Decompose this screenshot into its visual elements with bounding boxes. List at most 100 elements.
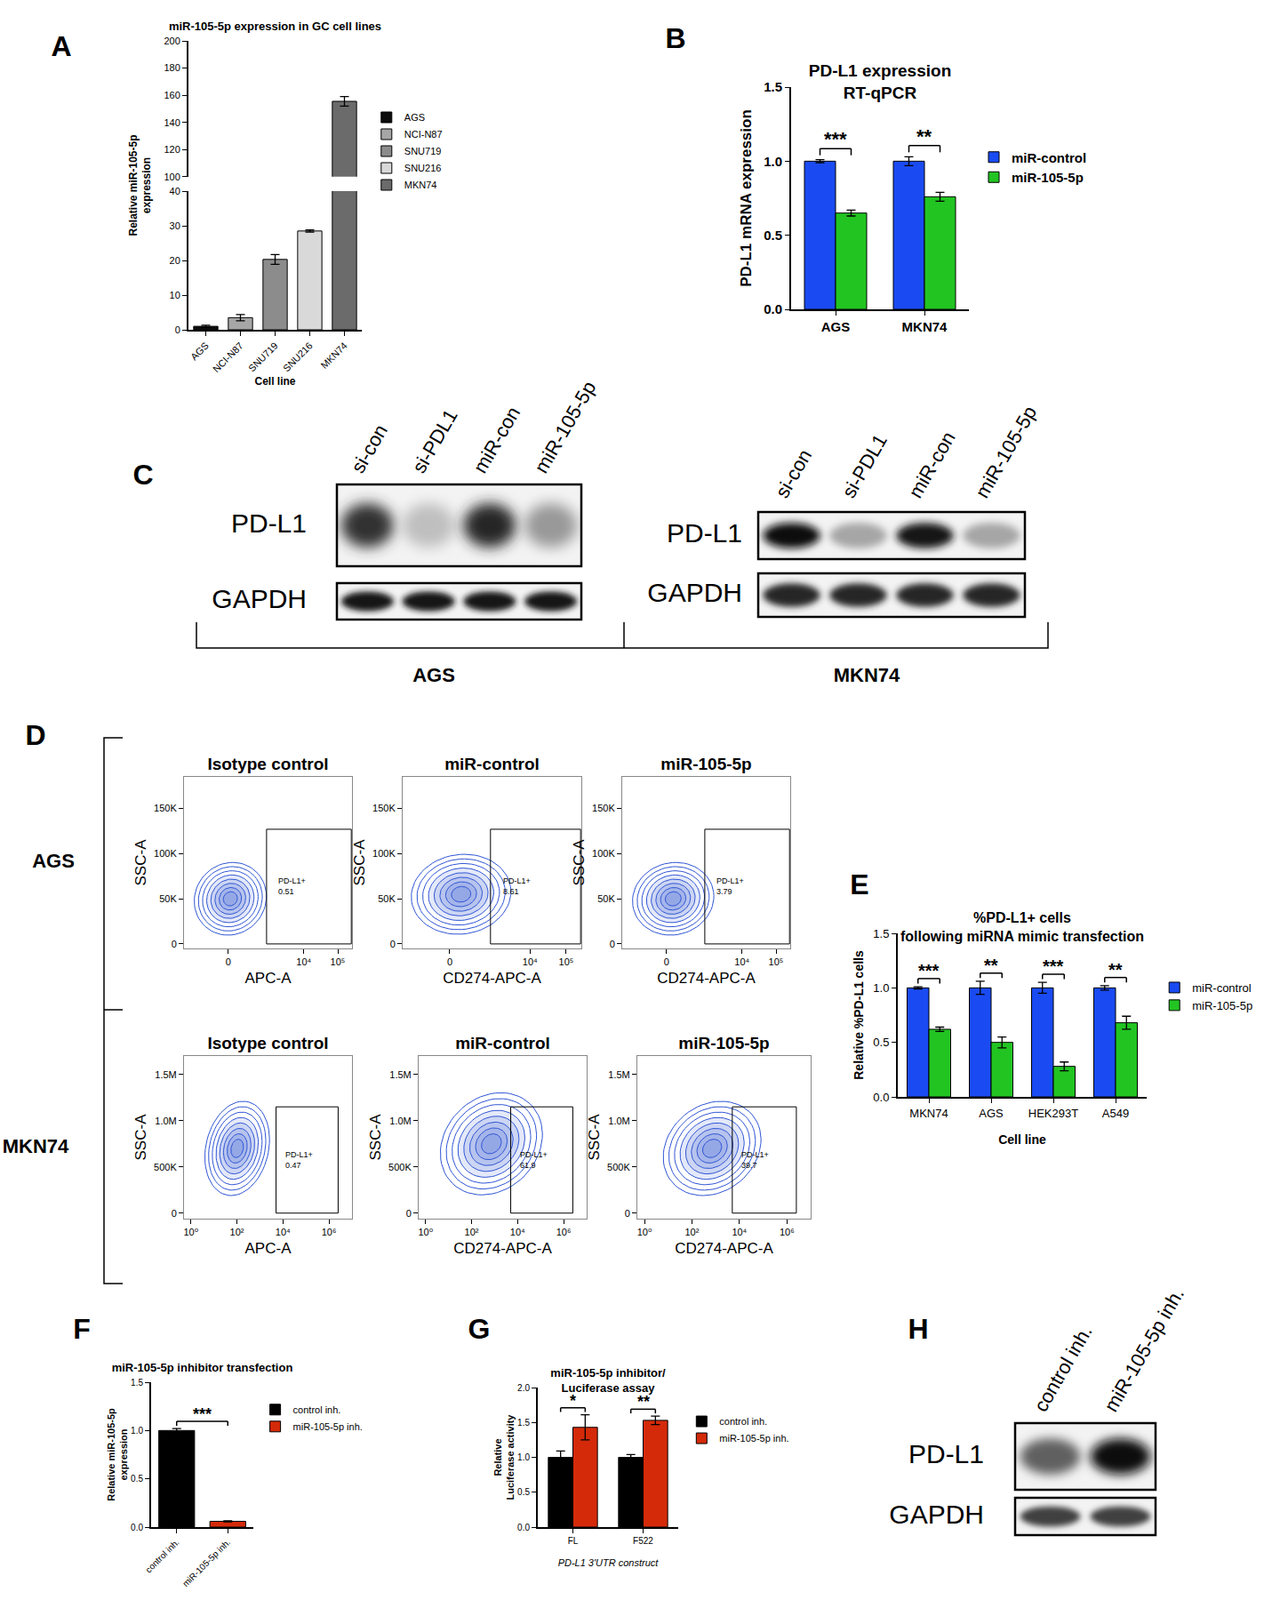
svg-text:1.0M: 1.0M bbox=[389, 1115, 411, 1127]
svg-text:50K: 50K bbox=[597, 893, 616, 904]
svg-text:MKN74: MKN74 bbox=[318, 340, 349, 371]
svg-text:10⁶: 10⁶ bbox=[779, 1226, 795, 1238]
svg-text:**: ** bbox=[1108, 960, 1123, 980]
svg-text:Cell line: Cell line bbox=[254, 375, 296, 388]
svg-text:10⁰: 10⁰ bbox=[637, 1226, 653, 1238]
svg-text:si-PDL1: si-PDL1 bbox=[837, 430, 892, 502]
svg-text:100K: 100K bbox=[153, 848, 177, 859]
svg-text:MKN74: MKN74 bbox=[2, 1135, 70, 1158]
svg-text:si-PDL1: si-PDL1 bbox=[408, 405, 463, 477]
svg-text:10⁰: 10⁰ bbox=[183, 1226, 199, 1238]
svg-text:150K: 150K bbox=[153, 802, 177, 814]
svg-text:1.5: 1.5 bbox=[872, 927, 889, 941]
svg-text:150K: 150K bbox=[592, 802, 616, 814]
svg-text:Isotype control: Isotype control bbox=[207, 754, 328, 774]
svg-text:50K: 50K bbox=[159, 893, 177, 904]
svg-text:**: ** bbox=[916, 125, 933, 148]
svg-text:0: 0 bbox=[390, 938, 396, 950]
svg-text:200: 200 bbox=[163, 35, 180, 47]
svg-text:PD-L1: PD-L1 bbox=[908, 1439, 984, 1469]
svg-text:PD-L1 expressionRT-qPCR: PD-L1 expressionRT-qPCR bbox=[808, 61, 952, 103]
svg-text:miR-105-5p inh.: miR-105-5p inh. bbox=[293, 1421, 363, 1432]
svg-text:AGS: AGS bbox=[412, 664, 456, 687]
svg-text:PD-L1+39.7: PD-L1+39.7 bbox=[741, 1150, 769, 1170]
svg-text:PD-L1+0.51: PD-L1+0.51 bbox=[278, 876, 306, 896]
svg-text:miR-105-5p inhibitor transfect: miR-105-5p inhibitor transfection bbox=[112, 1360, 294, 1375]
svg-text:0: 0 bbox=[609, 938, 616, 950]
svg-text:1.0: 1.0 bbox=[130, 1425, 144, 1436]
svg-text:Isotype control: Isotype control bbox=[207, 1033, 328, 1053]
svg-text:500K: 500K bbox=[607, 1161, 631, 1173]
svg-text:0: 0 bbox=[447, 956, 453, 968]
svg-text:H: H bbox=[907, 1312, 928, 1345]
svg-text:CD274-APC-A: CD274-APC-A bbox=[453, 1240, 552, 1257]
svg-text:miR-105-5p inhibitor/Luciferas: miR-105-5p inhibitor/Luciferase assay bbox=[550, 1366, 666, 1395]
svg-text:30: 30 bbox=[169, 220, 181, 232]
svg-text:AGS: AGS bbox=[821, 319, 851, 335]
svg-text:1.5: 1.5 bbox=[517, 1417, 530, 1428]
svg-text:miR-control: miR-control bbox=[455, 1033, 551, 1053]
svg-text:100K: 100K bbox=[592, 848, 616, 859]
svg-text:0.0: 0.0 bbox=[130, 1522, 144, 1533]
svg-text:control inh.: control inh. bbox=[1029, 1321, 1096, 1416]
svg-text:1.5: 1.5 bbox=[130, 1377, 144, 1388]
svg-text:si-con: si-con bbox=[346, 420, 392, 477]
svg-text:control inh.: control inh. bbox=[143, 1536, 181, 1575]
svg-text:1.5: 1.5 bbox=[763, 79, 783, 95]
svg-text:PD-L1: PD-L1 bbox=[231, 508, 307, 538]
svg-text:0.5: 0.5 bbox=[872, 1035, 889, 1049]
svg-text:si-con: si-con bbox=[770, 445, 816, 502]
svg-text:0: 0 bbox=[406, 1208, 412, 1219]
svg-text:MKN74: MKN74 bbox=[909, 1106, 948, 1120]
svg-text:GAPDH: GAPDH bbox=[647, 577, 743, 608]
svg-text:MKN74: MKN74 bbox=[833, 664, 901, 687]
svg-text:NCI-N87: NCI-N87 bbox=[210, 340, 246, 376]
svg-text:PD-L1 3'UTR construct: PD-L1 3'UTR construct bbox=[558, 1557, 660, 1568]
svg-text:APC-A: APC-A bbox=[245, 969, 293, 987]
svg-text:FL: FL bbox=[568, 1536, 579, 1546]
svg-text:10⁴: 10⁴ bbox=[275, 1226, 291, 1238]
svg-text:NCI-N87: NCI-N87 bbox=[404, 128, 443, 140]
svg-text:1.0M: 1.0M bbox=[154, 1115, 176, 1127]
svg-text:CD274-APC-A: CD274-APC-A bbox=[442, 969, 542, 987]
svg-text:50K: 50K bbox=[377, 893, 396, 904]
svg-text:100K: 100K bbox=[372, 848, 396, 859]
svg-text:miR-105-5p: miR-105-5p bbox=[678, 1033, 769, 1053]
svg-text:0: 0 bbox=[664, 956, 670, 968]
svg-text:MKN74: MKN74 bbox=[902, 319, 949, 335]
svg-text:500K: 500K bbox=[153, 1161, 177, 1173]
svg-text:miR-control: miR-control bbox=[1192, 981, 1252, 995]
svg-text:0.0: 0.0 bbox=[872, 1090, 889, 1104]
svg-text:B: B bbox=[664, 22, 686, 55]
svg-text:10⁴: 10⁴ bbox=[734, 956, 750, 968]
svg-text:miR-control: miR-control bbox=[444, 754, 540, 774]
svg-text:RelativeLuciferase activity: RelativeLuciferase activity bbox=[492, 1414, 516, 1501]
svg-text:Relative miR-105-5pexpression: Relative miR-105-5pexpression bbox=[105, 1408, 129, 1502]
svg-text:1.0M: 1.0M bbox=[608, 1115, 630, 1127]
svg-text:Relative %PD-L1 cells: Relative %PD-L1 cells bbox=[851, 950, 866, 1080]
svg-text:10⁴: 10⁴ bbox=[522, 956, 538, 968]
svg-text:SSC-A: SSC-A bbox=[351, 839, 368, 887]
svg-text:miR-control: miR-control bbox=[1011, 150, 1087, 166]
svg-text:SSC-A: SSC-A bbox=[132, 839, 150, 887]
svg-text:1.0: 1.0 bbox=[517, 1452, 530, 1463]
svg-text:100: 100 bbox=[163, 171, 180, 183]
svg-text:D: D bbox=[24, 719, 46, 752]
svg-text:PD-L1+0.47: PD-L1+0.47 bbox=[285, 1150, 313, 1170]
svg-text:APC-A: APC-A bbox=[245, 1240, 293, 1257]
svg-text:control inh.: control inh. bbox=[719, 1416, 768, 1427]
svg-text:**: ** bbox=[984, 955, 999, 976]
svg-text:10⁵: 10⁵ bbox=[559, 956, 575, 968]
svg-text:1.5M: 1.5M bbox=[389, 1069, 411, 1080]
svg-text:10⁶: 10⁶ bbox=[321, 1226, 337, 1238]
svg-text:HEK293T: HEK293T bbox=[1028, 1106, 1079, 1120]
svg-text:miR-105-5p: miR-105-5p bbox=[970, 401, 1041, 502]
svg-text:500K: 500K bbox=[388, 1161, 412, 1173]
svg-text:PD-L1 mRNA expression: PD-L1 mRNA expression bbox=[737, 109, 755, 288]
svg-text:A549: A549 bbox=[1102, 1106, 1129, 1120]
svg-text:miR-105-5p: miR-105-5p bbox=[1192, 999, 1253, 1013]
svg-text:10²: 10² bbox=[685, 1226, 700, 1238]
svg-text:GAPDH: GAPDH bbox=[211, 584, 307, 614]
svg-text:SSC-A: SSC-A bbox=[367, 1113, 384, 1161]
svg-text:CD274-APC-A: CD274-APC-A bbox=[674, 1240, 774, 1257]
